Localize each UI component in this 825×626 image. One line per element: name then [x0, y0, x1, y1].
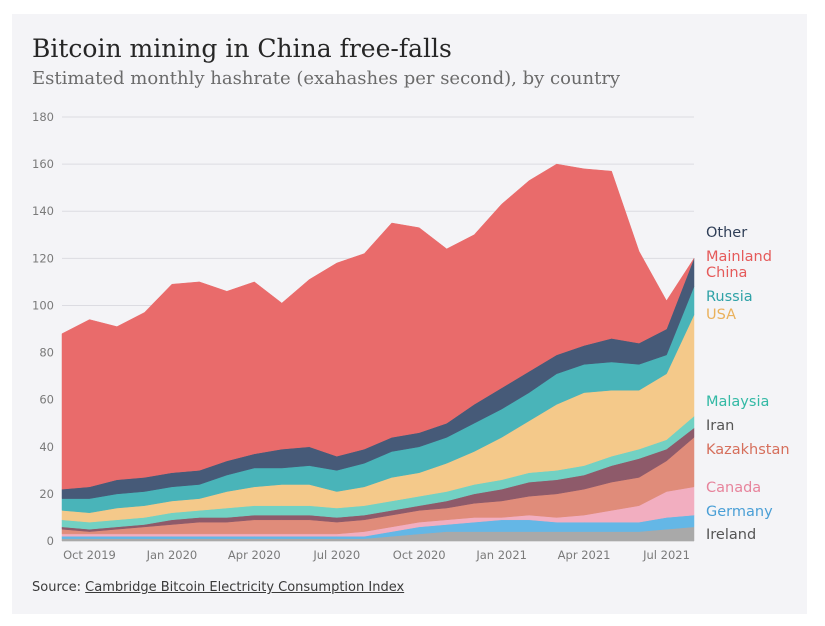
legend-label-other: Other: [706, 225, 747, 241]
y-tick-label: 140: [32, 204, 54, 218]
x-tick-label: Jul 2021: [642, 548, 690, 562]
y-tick-label: 0: [47, 534, 54, 548]
stacked-areas: [61, 163, 695, 542]
x-tick-label: Jan 2020: [146, 548, 198, 562]
chart-title: Bitcoin mining in China free-falls: [32, 34, 452, 63]
legend-label-canada: Canada: [706, 480, 761, 496]
y-tick-label: 20: [39, 487, 54, 501]
y-tick-label: 100: [32, 298, 54, 312]
y-tick-label: 120: [32, 251, 54, 265]
x-tick-label: Oct 2019: [63, 548, 116, 562]
x-tick-label: Jul 2020: [312, 548, 360, 562]
x-axis-ticks: Oct 2019 Jan 2020 Apr 2020 Jul 2020 Oct 2020…: [63, 548, 690, 562]
area-chart: 0 20 40 60 80 100 120 140 160 180 Oct 2019 Jan 202…: [32, 110, 790, 562]
chart-subtitle: Estimated monthly hashrate (exahashes pe…: [32, 68, 621, 89]
y-tick-label: 160: [32, 157, 54, 171]
legend-label-iran: Iran: [706, 418, 734, 434]
legend-label-malaysia: Malaysia: [706, 394, 769, 410]
legend-label-mainland-china: China: [706, 265, 747, 281]
source-note: Source: Cambridge Bitcoin Electricity Co…: [32, 580, 404, 595]
source-link[interactable]: Cambridge Bitcoin Electricity Consumptio…: [85, 580, 405, 595]
area-mainland-china: [61, 163, 695, 490]
y-tick-label: 60: [39, 393, 54, 407]
x-tick-label: Jan 2021: [475, 548, 527, 562]
legend-label-ireland: Ireland: [706, 527, 756, 543]
legend-label-kazakhstan: Kazakhstan: [706, 442, 790, 458]
legend-label-russia: Russia: [706, 289, 753, 305]
y-tick-label: 180: [32, 110, 54, 124]
y-tick-label: 40: [39, 440, 54, 454]
y-axis-ticks: 0 20 40 60 80 100 120 140 160 180: [32, 110, 54, 548]
source-prefix: Source:: [32, 580, 86, 595]
legend-label-germany: Germany: [706, 504, 773, 520]
legend-label-usa: USA: [706, 307, 736, 323]
y-tick-label: 80: [39, 346, 54, 360]
chart-card: 0 20 40 60 80 100 120 140 160 180 Oct 2019 Jan 202…: [12, 14, 807, 614]
x-tick-label: Oct 2020: [393, 548, 446, 562]
legend-label-mainland-china: Mainland: [706, 249, 772, 265]
x-tick-label: Apr 2020: [228, 548, 281, 562]
x-tick-label: Apr 2021: [558, 548, 611, 562]
